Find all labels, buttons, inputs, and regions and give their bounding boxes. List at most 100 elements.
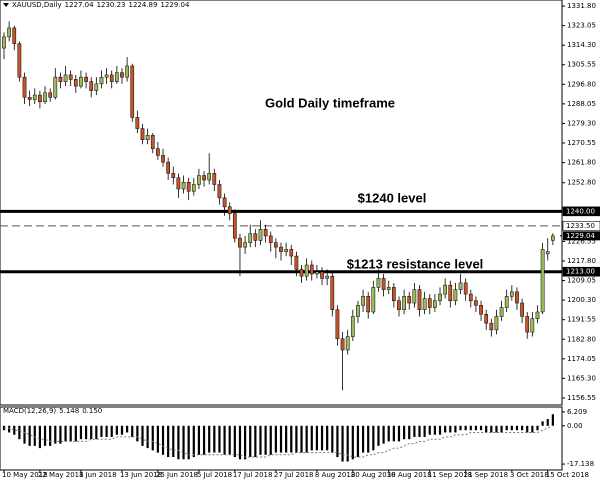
candle-body — [166, 161, 170, 174]
x-tick-label: 27 Jul 2018 — [274, 471, 314, 479]
candle-body — [12, 27, 17, 44]
candle-body — [115, 72, 119, 82]
candle-body — [515, 291, 519, 304]
candle-body — [407, 296, 412, 304]
macd-bar — [177, 425, 180, 460]
y-tick-label: 1226.55 — [567, 237, 596, 245]
macd-bar — [397, 425, 401, 442]
macd-bar — [84, 425, 88, 440]
macd-bar — [151, 425, 154, 451]
macd-bar — [167, 425, 170, 458]
candle-body — [289, 249, 294, 257]
x-tick-label: 30 Aug 2018 — [387, 471, 432, 479]
macd-bar — [377, 425, 380, 446]
ohlc-high: 1230.23 — [96, 1, 126, 9]
candle-body — [171, 173, 176, 179]
macd-bar — [136, 425, 139, 442]
annotation: $1240 level — [358, 190, 427, 205]
level-label: 1233.50 — [566, 222, 595, 230]
candle-body — [186, 182, 191, 192]
macd-bar — [444, 425, 447, 433]
macd-bar — [254, 425, 257, 458]
macd-bar — [156, 425, 159, 453]
macd-bar — [49, 425, 52, 446]
macd-bar — [274, 425, 277, 453]
candle-body — [412, 289, 417, 304]
x-tick-label: 5 Jul 2018 — [197, 471, 232, 479]
ohlc-open: 1227.04 — [64, 1, 94, 9]
macd-bar — [23, 425, 26, 444]
macd-bar — [8, 425, 11, 433]
macd-bar — [418, 425, 421, 437]
last-price-label: 1229.04 — [566, 232, 595, 240]
macd-panel — [0, 406, 563, 471]
macd-bar — [33, 425, 36, 446]
macd-bar — [105, 425, 108, 437]
ohlc-close: 1229.04 — [160, 1, 190, 9]
macd-bar — [95, 425, 98, 440]
macd-bar — [110, 425, 113, 437]
macd-bar — [126, 425, 129, 433]
candle-body — [402, 296, 406, 310]
macd-bar — [413, 425, 416, 437]
macd-header: MACD(12,26,9) 5.148 0.150 — [3, 407, 102, 415]
candle-body — [217, 184, 222, 199]
macd-bar — [449, 425, 452, 433]
macd-bar — [515, 425, 519, 431]
macd-bar — [490, 425, 493, 433]
macd-bar — [485, 425, 488, 433]
candle-body — [499, 307, 504, 317]
candle-body — [468, 293, 473, 302]
menu-arrow[interactable] — [3, 3, 9, 7]
candle-body — [350, 316, 355, 337]
y-tick-label: 1174.05 — [567, 355, 596, 363]
candle-body — [458, 282, 463, 290]
macd-bar — [120, 425, 124, 435]
candle-body — [268, 235, 273, 243]
macd-bar — [228, 425, 231, 455]
level-box — [562, 221, 600, 231]
macd-bar — [79, 425, 83, 440]
macd-bar — [161, 425, 165, 455]
macd-bar — [408, 425, 411, 440]
candle-body — [53, 76, 58, 98]
macd-bar — [290, 425, 293, 453]
candle-body — [58, 76, 63, 82]
macd-bar — [382, 425, 385, 444]
candle-body — [84, 76, 88, 82]
macd-tick-label: 0.00 — [567, 422, 583, 430]
x-tick-label: 17 Jul 2018 — [233, 471, 273, 479]
candle-body — [253, 233, 258, 241]
y-tick-label: 1270.55 — [567, 139, 596, 147]
macd-bar — [218, 425, 221, 453]
candle-body — [427, 298, 432, 308]
candle-body — [150, 135, 155, 149]
candle-body — [438, 293, 442, 302]
candle-body — [94, 83, 99, 91]
macd-bar — [474, 425, 478, 431]
macd-tick-label: 6.209 — [567, 408, 587, 416]
candle-body — [448, 284, 453, 302]
y-tick-label: 1156.55 — [567, 394, 596, 402]
candle-body — [2, 36, 6, 49]
macd-bar — [264, 425, 267, 455]
candle-body — [22, 76, 27, 98]
last-price-box — [563, 231, 600, 241]
candle-body — [120, 72, 124, 78]
candle-body — [335, 309, 340, 340]
level-box — [562, 266, 600, 277]
macd-bar — [259, 425, 262, 455]
macd-bar — [300, 425, 303, 453]
level-label: 1213.00 — [566, 268, 595, 276]
candle-body — [125, 65, 129, 78]
x-tick-label: 15 Oct 2018 — [546, 471, 589, 479]
macd-bar — [510, 425, 513, 431]
candle-body — [433, 300, 437, 308]
candle-body — [109, 74, 114, 82]
macd-bar — [223, 425, 226, 455]
symbol-header: XAUUSD,Daily 1227.04 1230.23 1224.89 122… — [12, 1, 189, 9]
macd-bar — [505, 425, 508, 431]
y-tick-label: 1323.05 — [567, 22, 596, 30]
candle-body — [474, 300, 478, 306]
macd-bar — [115, 425, 118, 435]
